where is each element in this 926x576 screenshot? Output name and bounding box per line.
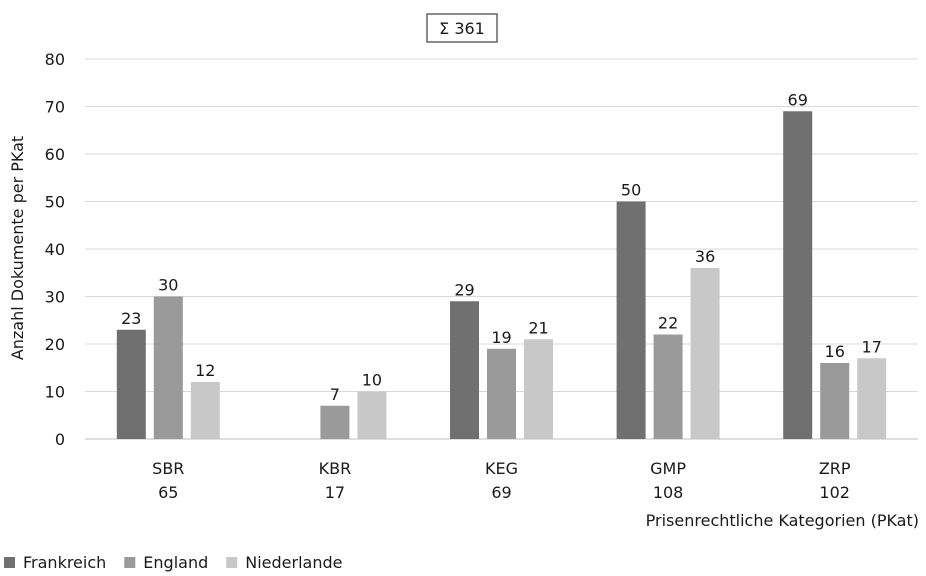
legend-swatch [124, 557, 136, 568]
data-label: 22 [658, 314, 678, 333]
data-label: 16 [825, 342, 845, 361]
y-tick-label: 30 [45, 288, 65, 307]
bar-frankreich-keg [450, 301, 479, 439]
y-tick-label: 20 [45, 335, 65, 354]
bar-frankreich-sbr [116, 329, 146, 439]
x-axis-categories: SBR 65 KBR 17 KEG 69 GMP 108 ZRP 102 [152, 459, 851, 502]
bar-frankreich-zrp [783, 111, 813, 439]
data-label: 7 [330, 385, 340, 404]
data-label: 23 [121, 309, 141, 328]
y-tick-label: 0 [55, 430, 65, 449]
category-total: 65 [158, 483, 178, 502]
total-box-frame [426, 13, 498, 43]
gridlines [85, 58, 918, 440]
x-axis-title: Prisenrechtliche Kategorien (PKat) [646, 511, 919, 530]
data-label: 30 [158, 276, 178, 295]
bar-england-gmp [653, 334, 683, 439]
category-total: 102 [819, 483, 850, 502]
total-box: Σ 361 [426, 13, 498, 43]
data-label: 12 [195, 361, 215, 380]
y-axis-ticks: 0 10 20 30 40 50 60 70 80 [45, 50, 65, 449]
y-tick-label: 80 [45, 50, 65, 69]
category-label: KEG [485, 459, 518, 478]
category-label: GMP [650, 459, 686, 478]
y-tick-label: 50 [45, 193, 65, 212]
legend-swatch [226, 557, 238, 568]
y-tick-label: 40 [45, 240, 65, 259]
bars [116, 111, 887, 439]
bar-england-zrp [820, 363, 850, 439]
bar-frankreich-gmp [616, 201, 646, 439]
total-label: Σ 361 [439, 19, 485, 38]
data-label: 21 [528, 318, 548, 337]
legend-label: Niederlande [245, 553, 342, 572]
category-label: ZRP [819, 459, 851, 478]
legend: Frankreich England Niederlande [4, 553, 342, 572]
legend-swatch [4, 557, 15, 568]
legend-label: Frankreich [23, 553, 106, 572]
bar-niederlande-keg [524, 339, 553, 439]
data-label: 69 [788, 90, 808, 109]
category-label: SBR [152, 459, 184, 478]
data-label: 19 [491, 328, 511, 347]
category-total: 17 [325, 483, 345, 502]
bar-niederlande-sbr [190, 382, 220, 439]
data-label: 29 [454, 280, 474, 299]
data-label: 36 [695, 247, 715, 266]
bar-england-kbr [320, 405, 350, 439]
y-tick-label: 10 [45, 383, 65, 402]
bar-niederlande-zrp [857, 358, 887, 439]
data-label: 10 [362, 371, 382, 390]
bar-england-sbr [153, 296, 183, 439]
data-label: 50 [621, 181, 641, 200]
category-label: KBR [319, 459, 352, 478]
y-tick-label: 60 [45, 145, 65, 164]
data-label: 17 [862, 337, 882, 356]
bar-niederlande-gmp [690, 268, 720, 439]
legend-label: England [143, 553, 208, 572]
y-axis-title: Anzahl Dokumente per PKat [8, 136, 27, 360]
category-total: 108 [653, 483, 684, 502]
bar-niederlande-kbr [357, 391, 387, 439]
category-total: 69 [491, 483, 511, 502]
y-tick-label: 70 [45, 98, 65, 117]
data-labels: 23 30 12 7 10 29 19 21 50 22 36 69 16 17 [121, 90, 882, 404]
bar-england-keg [487, 348, 516, 439]
